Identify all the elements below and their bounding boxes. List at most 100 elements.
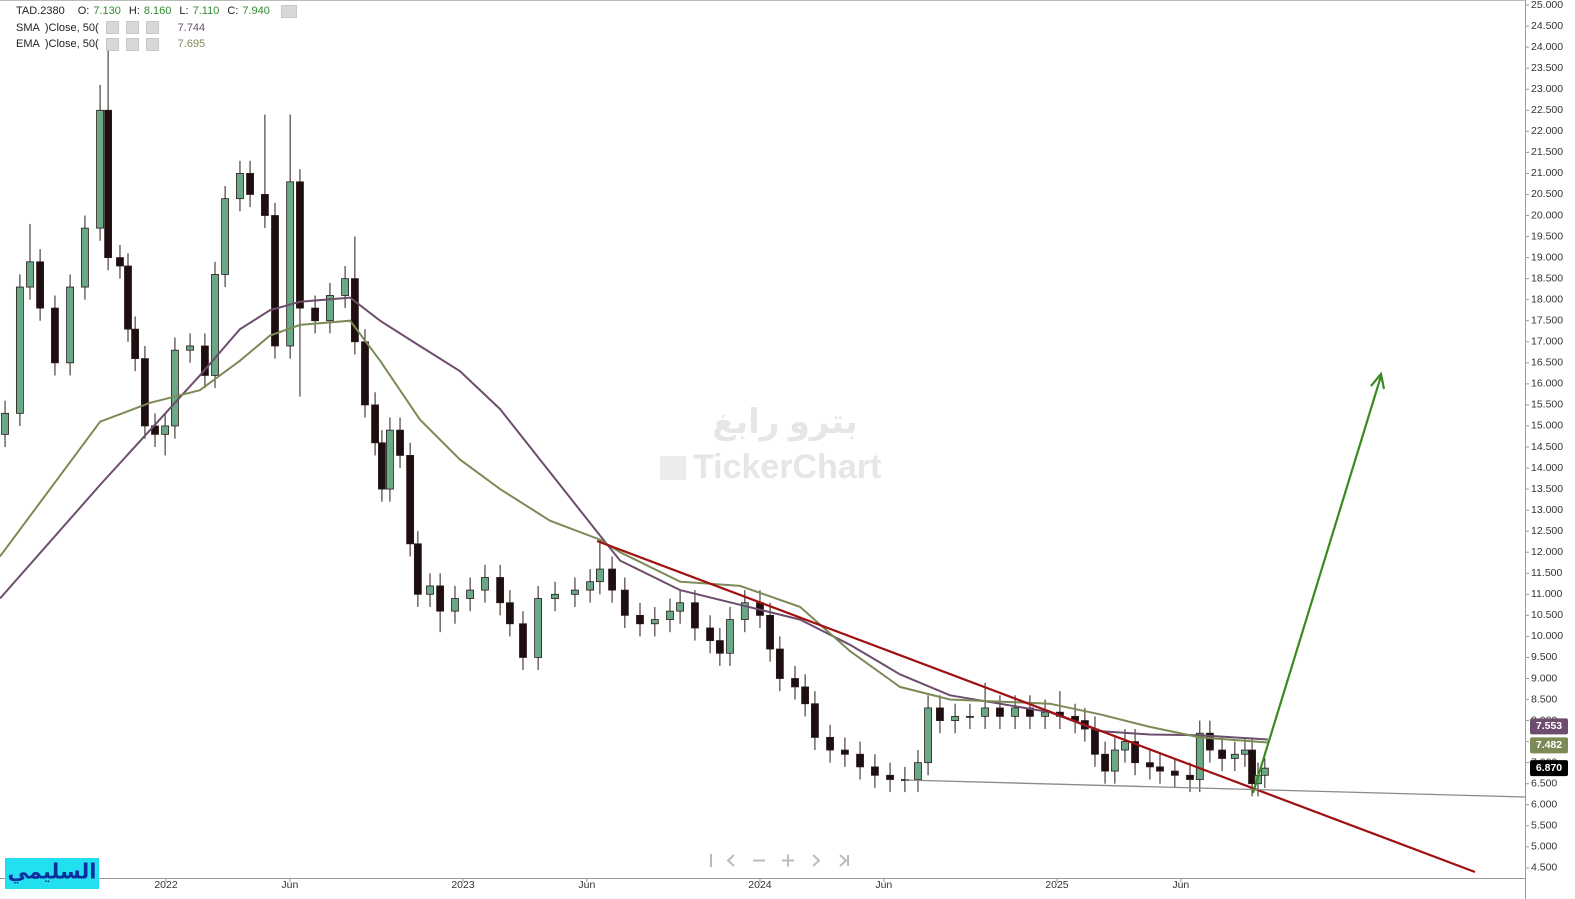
candle-body <box>715 640 724 654</box>
trend-line <box>596 539 1476 874</box>
y-tick-label: 5.000 <box>1531 841 1557 853</box>
candle-body <box>666 610 674 620</box>
candle-body <box>271 215 279 347</box>
indicator-remove[interactable] <box>145 21 159 35</box>
candle-body <box>386 429 394 490</box>
candle-body <box>131 328 140 360</box>
indicator-visibility[interactable] <box>125 21 139 35</box>
indicator-settings[interactable] <box>105 37 119 51</box>
nav-left[interactable] <box>726 854 735 867</box>
candle-body <box>261 194 269 216</box>
y-tick-label: 12.000 <box>1531 546 1563 558</box>
candle-body <box>406 455 415 545</box>
y-tick-label: 24.500 <box>1531 20 1563 32</box>
candle-body <box>296 181 304 309</box>
candle-body <box>436 585 445 612</box>
support-line <box>904 779 1526 798</box>
price-badge-label: 7.553 <box>1536 720 1562 732</box>
candle-body <box>171 349 179 427</box>
candle-body <box>706 627 714 642</box>
candle-body <box>636 614 644 625</box>
y-tick-label: 8.500 <box>1531 693 1557 705</box>
candle-body <box>966 715 974 718</box>
candle-body <box>1248 749 1256 785</box>
y-tick-label: 16.500 <box>1531 357 1563 369</box>
candle-body <box>871 766 879 776</box>
candle-body <box>936 707 944 721</box>
candle-body <box>1146 762 1154 768</box>
author-name: السليمي <box>8 861 97 884</box>
more-button[interactable] <box>280 4 297 18</box>
candle-body <box>451 598 459 612</box>
nav-right[interactable] <box>812 854 821 867</box>
indicator-settings[interactable] <box>105 21 119 35</box>
ohlc: O: 7.130 H: 8.160 L: 7.110 C: 7.940 <box>78 3 274 20</box>
y-tick-label: 11.500 <box>1531 567 1562 579</box>
candle-body <box>534 598 543 658</box>
watermark-en: TickerChart <box>693 448 881 486</box>
y-tick-label: 10.500 <box>1531 609 1563 621</box>
candle-body <box>186 345 194 351</box>
y-tick-label: 16.000 <box>1531 378 1563 390</box>
ohlc-value: 7.110 <box>192 5 220 17</box>
candle-body <box>691 602 699 629</box>
y-tick-label: 17.500 <box>1531 315 1563 327</box>
y-tick-label: 14.000 <box>1531 462 1563 474</box>
indicator-last: 7.744 <box>177 21 206 34</box>
ohlc-key: H: <box>128 5 140 17</box>
y-tick-label: 17.000 <box>1531 336 1563 348</box>
indicator-row: SMA)Close, 50(7.744 <box>16 20 297 37</box>
ohlc-value: 8.160 <box>143 5 172 17</box>
candle-body <box>371 404 379 444</box>
candle-body <box>221 198 230 275</box>
price-badge-label: 6.870 <box>1536 762 1562 774</box>
y-tick-label: 9.000 <box>1531 672 1557 684</box>
candle-body <box>596 568 604 583</box>
candle-body <box>1195 732 1204 780</box>
y-tick-label: 15.000 <box>1531 420 1563 432</box>
y-tick-label: 6.000 <box>1531 799 1557 811</box>
candle-body <box>826 737 834 751</box>
candle-body <box>1206 732 1214 751</box>
price-badge <box>1530 718 1568 735</box>
y-tick-label: 20.500 <box>1531 188 1563 200</box>
x-tick-label: Jun <box>281 879 298 891</box>
candle-body <box>426 585 434 595</box>
candle-body <box>740 602 749 620</box>
y-tick-label: 9.500 <box>1531 651 1557 663</box>
candle-body <box>361 341 369 406</box>
y-tick-label: 22.500 <box>1531 104 1563 116</box>
ohlc-value: 7.130 <box>93 5 121 17</box>
indicator-visibility[interactable] <box>125 37 139 51</box>
candle-body <box>571 589 579 595</box>
y-tick-label: 23.000 <box>1531 83 1563 95</box>
y-tick-label: 19.000 <box>1531 251 1563 263</box>
author-badge <box>5 858 99 889</box>
y-tick-label: 21.000 <box>1531 167 1563 179</box>
target-arrow <box>1251 375 1383 794</box>
candle-body <box>81 227 89 288</box>
watermark-ar: بترو رابغ <box>712 403 858 442</box>
nav-widget[interactable] <box>710 854 849 867</box>
price-badge <box>1530 760 1568 777</box>
candle-body <box>96 109 104 229</box>
y-tick-label: 5.500 <box>1531 820 1557 832</box>
indicator-remove[interactable] <box>145 37 159 51</box>
y-tick-label: 20.000 <box>1531 209 1563 221</box>
candle-body <box>141 358 149 427</box>
nav-end[interactable] <box>839 854 848 867</box>
x-tick-label: 2024 <box>748 879 772 891</box>
candle-body <box>1 412 9 435</box>
candle-body <box>36 261 44 309</box>
candle-body <box>326 295 334 322</box>
y-tick-label: 21.500 <box>1531 146 1563 158</box>
arrow-head <box>1370 371 1386 390</box>
candle-body <box>811 703 819 738</box>
candle-body <box>201 345 209 376</box>
candle-body <box>1091 728 1099 755</box>
candle-body <box>951 715 959 721</box>
candle-body <box>66 286 74 364</box>
candle-body <box>856 753 864 768</box>
